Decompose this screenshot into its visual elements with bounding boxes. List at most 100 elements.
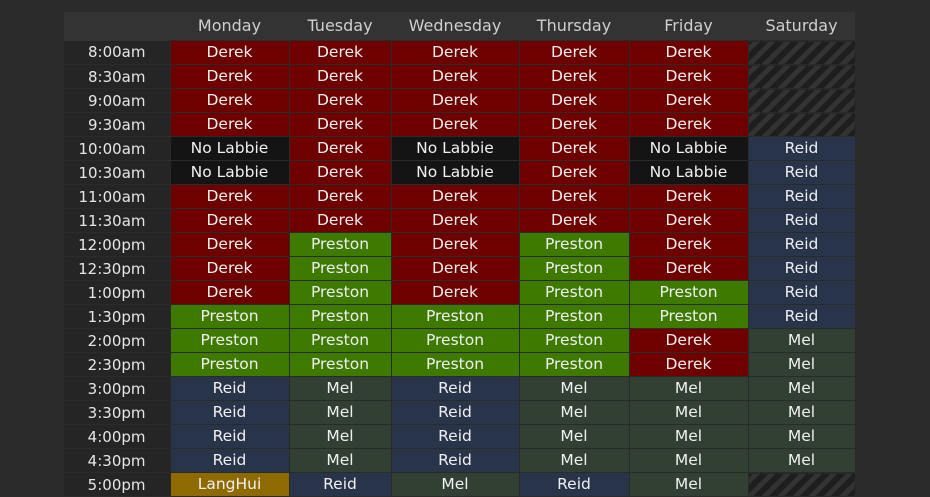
day-header-wednesday: Wednesday [391,12,519,41]
shift-cell-thursday: Derek [518,208,630,233]
shift-cell-tuesday: Derek [288,160,392,185]
shift-cell-thursday: Preston [518,256,630,281]
time-label: 2:00pm [64,328,170,353]
shift-cell-tuesday: Derek [288,208,392,233]
shift-cell-wednesday: Derek [390,256,520,281]
time-label: 12:30pm [64,256,170,281]
shift-cell-saturday: Reid [747,232,856,257]
shift-cell-thursday: Mel [518,424,630,449]
time-label: 4:30pm [64,448,170,473]
shift-cell-thursday: Preston [518,232,630,257]
shift-cell-monday: Derek [169,184,290,209]
shift-cell-saturday: Reid [747,136,856,161]
shift-cell-thursday: Mel [518,448,630,473]
shift-cell-saturday: Mel [747,424,856,449]
closed-cell-saturday [747,64,856,89]
shift-cell-friday: Derek [628,232,749,257]
time-label: 8:30am [64,64,170,89]
shift-cell-wednesday: Derek [390,184,520,209]
schedule-row: 1:30pm Preston Preston Preston Preston Presto… [64,304,856,329]
schedule-row: 2:00pm Preston Preston Preston Preston Derek M… [64,328,856,353]
shift-cell-wednesday: Derek [390,64,520,89]
shift-cell-monday: Derek [169,208,290,233]
closed-cell-saturday [747,88,856,113]
shift-cell-wednesday: No Labbie [390,136,520,161]
time-label: 4:00pm [64,424,170,449]
shift-cell-tuesday: Derek [288,184,392,209]
shift-cell-friday: Mel [628,400,749,425]
shift-cell-saturday: Mel [747,448,856,473]
day-header-saturday: Saturday [748,12,855,41]
lab-schedule-table: Monday Tuesday Wednesday Thursday Friday… [64,12,856,497]
shift-cell-monday: Derek [169,112,290,137]
shift-cell-tuesday: Preston [288,280,392,305]
shift-cell-saturday: Reid [747,160,856,185]
shift-cell-wednesday: Derek [390,112,520,137]
shift-cell-friday: Derek [628,328,749,353]
time-label: 8:00am [64,40,170,65]
shift-cell-friday: Derek [628,352,749,377]
shift-cell-monday: Derek [169,40,290,65]
shift-cell-wednesday: Reid [390,424,520,449]
schedule-row: 3:00pm Reid Mel Reid Mel Mel Mel [64,376,856,401]
time-label: 9:00am [64,88,170,113]
schedule-row: 9:30am Derek Derek Derek Derek Derek [64,112,856,137]
shift-cell-wednesday: Preston [390,352,520,377]
shift-cell-saturday: Mel [747,400,856,425]
schedule-row: 1:00pm Derek Preston Derek Preston Preston Rei… [64,280,856,305]
shift-cell-wednesday: Derek [390,88,520,113]
shift-cell-saturday: Reid [747,208,856,233]
time-label: 9:30am [64,112,170,137]
schedule-row: 11:00am Derek Derek Derek Derek Derek Reid [64,184,856,209]
time-label: 5:00pm [64,472,170,497]
shift-cell-tuesday: Derek [288,64,392,89]
time-label: 11:30am [64,208,170,233]
shift-cell-friday: Mel [628,448,749,473]
shift-cell-saturday: Mel [747,376,856,401]
shift-cell-thursday: Derek [518,184,630,209]
shift-cell-thursday: Derek [518,136,630,161]
shift-cell-monday: Derek [169,256,290,281]
shift-cell-monday: LangHui [169,472,290,497]
schedule-row: 2:30pm Preston Preston Preston Preston Derek M… [64,352,856,377]
shift-cell-thursday: Derek [518,112,630,137]
shift-cell-friday: Derek [628,40,749,65]
day-header-monday: Monday [170,12,289,41]
shift-cell-monday: Reid [169,376,290,401]
shift-cell-wednesday: Reid [390,448,520,473]
time-label: 10:00am [64,136,170,161]
time-label: 11:00am [64,184,170,209]
schedule-row: 12:00pm Derek Preston Derek Preston Derek Reid [64,232,856,257]
shift-cell-tuesday: Derek [288,40,392,65]
shift-cell-saturday: Mel [747,352,856,377]
shift-cell-friday: Derek [628,256,749,281]
shift-cell-tuesday: Derek [288,136,392,161]
shift-cell-friday: Mel [628,376,749,401]
shift-cell-thursday: Preston [518,328,630,353]
schedule-row: 5:00pm LangHui Reid Mel Reid Mel [64,472,856,497]
shift-cell-thursday: Derek [518,88,630,113]
closed-cell-saturday [747,112,856,137]
schedule-row: 8:30am Derek Derek Derek Derek Derek [64,64,856,89]
shift-cell-thursday: Reid [518,472,630,497]
shift-cell-tuesday: Preston [288,304,392,329]
shift-cell-friday: Preston [628,280,749,305]
shift-cell-thursday: Derek [518,64,630,89]
shift-cell-tuesday: Preston [288,232,392,257]
shift-cell-wednesday: Derek [390,232,520,257]
shift-cell-saturday: Reid [747,280,856,305]
schedule-row: 4:30pm Reid Mel Reid Mel Mel Mel [64,448,856,473]
shift-cell-wednesday: Preston [390,304,520,329]
shift-cell-tuesday: Mel [288,400,392,425]
shift-cell-thursday: Derek [518,160,630,185]
shift-cell-friday: Derek [628,208,749,233]
shift-cell-tuesday: Reid [288,472,392,497]
schedule-row: 9:00am Derek Derek Derek Derek Derek [64,88,856,113]
shift-cell-friday: Mel [628,472,749,497]
schedule-row: 3:30pm Reid Mel Reid Mel Mel Mel [64,400,856,425]
time-label: 1:30pm [64,304,170,329]
shift-cell-monday: Preston [169,352,290,377]
shift-cell-monday: Derek [169,88,290,113]
shift-cell-wednesday: Derek [390,208,520,233]
shift-cell-saturday: Reid [747,304,856,329]
